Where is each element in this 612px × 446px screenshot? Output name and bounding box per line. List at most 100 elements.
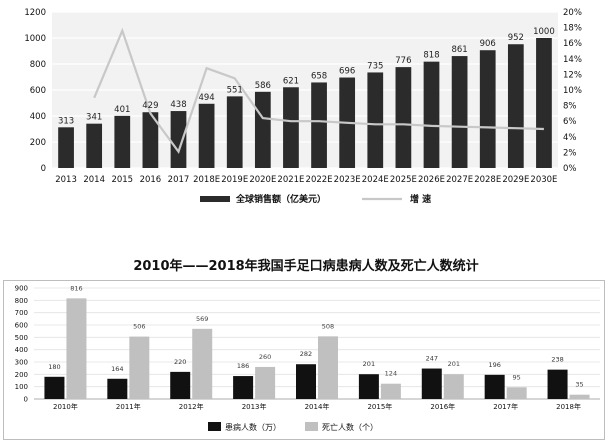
chart2-bar-cases — [296, 364, 316, 399]
chart1-data-label: 586 — [255, 81, 271, 91]
chart1-x-tick: 2019E — [221, 175, 248, 185]
chart2-x-tick: 2011年 — [116, 402, 141, 411]
chart1-x-tick: 2026E — [418, 175, 445, 185]
chart1-bar — [198, 103, 215, 168]
chart2-label-deaths: 95 — [513, 373, 521, 381]
chart1-y-right-tick: 10% — [563, 86, 582, 96]
chart1-bar — [226, 96, 243, 168]
chart2-label-cases: 186 — [237, 362, 249, 370]
chart1-data-label: 696 — [339, 67, 355, 77]
chart2-bar-deaths — [192, 328, 213, 399]
chart1-x-tick: 2023E — [334, 175, 361, 185]
chart1-y-left-tick: 400 — [30, 112, 46, 122]
chart1-x-tick: 2029E — [502, 175, 529, 185]
chart1-y-right-tick: 16% — [563, 39, 582, 49]
chart1-y-right-tick: 20% — [563, 8, 582, 18]
chart1-data-label: 861 — [451, 45, 467, 55]
chart2-legend-swatch-cases — [208, 422, 221, 431]
chart2-bar-cases — [170, 371, 191, 399]
chart2-x-tick: 2018年 — [556, 402, 581, 411]
chart2-x-tick: 2010年 — [53, 402, 78, 411]
chart1-bar — [58, 127, 74, 168]
chart2-bar-cases — [547, 369, 568, 399]
chart2-label-deaths: 201 — [448, 360, 460, 368]
chart1-bar — [254, 91, 271, 168]
chart1-bar — [283, 87, 299, 168]
chart1-data-label: 551 — [227, 85, 243, 95]
chart1-data-label: 776 — [395, 56, 411, 66]
chart1-data-label: 438 — [170, 100, 186, 110]
chart1-x-tick: 2018E — [193, 175, 220, 185]
chart2-y-tick: 400 — [15, 346, 28, 354]
chart1-data-label: 313 — [58, 116, 74, 126]
chart1-x-tick: 2021E — [277, 175, 304, 185]
chart1-data-label: 621 — [283, 76, 299, 86]
chart1-x-tick: 2020E — [249, 175, 276, 185]
chart1-bar — [311, 82, 327, 168]
chart1-data-label: 658 — [311, 71, 327, 81]
chart2-label-deaths: 508 — [322, 322, 334, 330]
chart1-bar — [536, 38, 552, 168]
chart1-x-tick: 2017 — [168, 175, 190, 185]
chart2-bar-deaths — [318, 336, 338, 399]
chart1-bar — [142, 112, 159, 168]
chart2-x-tick: 2017年 — [493, 402, 518, 411]
chart1-legend-swatch-sales — [200, 196, 230, 202]
chart2-y-tick: 800 — [15, 297, 28, 305]
chart1-data-label: 401 — [114, 105, 130, 115]
chart1-x-tick: 2025E — [390, 175, 417, 185]
chart2-label-deaths: 506 — [133, 323, 145, 331]
chart2-label-cases: 282 — [300, 350, 312, 358]
chart2-x-tick: 2015年 — [367, 402, 392, 411]
chart1-data-label: 952 — [508, 33, 524, 43]
chart2-label-deaths: 260 — [259, 353, 271, 361]
chart1-y-right-tick: 18% — [563, 24, 582, 34]
chart2-y-tick: 900 — [15, 285, 28, 293]
chart2-label-deaths: 816 — [70, 284, 82, 292]
chart2-legend-swatch-deaths — [305, 422, 318, 431]
chart2-bar-cases — [358, 374, 379, 399]
chart1-x-tick: 2015 — [111, 175, 133, 185]
chart2-title: 2010年——2018年我国手足口病患病人数及死亡人数统计 — [133, 258, 478, 274]
chart1-bar — [423, 61, 440, 168]
sales-growth-chart: 313 341 401 429 438 494 551 586 621 658 696 735 776 8… — [24, 8, 582, 205]
chart2-x-tick: 2014年 — [305, 402, 330, 411]
chart1-bar — [86, 123, 103, 168]
chart2-label-cases: 180 — [48, 363, 60, 371]
chart1-data-label: 494 — [198, 93, 214, 103]
chart2-bar-deaths — [506, 387, 527, 399]
chart2-label-cases: 201 — [363, 360, 375, 368]
chart1-x-tick: 2014 — [83, 175, 105, 185]
chart1-y-right-tick: 6% — [563, 117, 577, 127]
chart1-y-right-tick: 8% — [563, 102, 577, 112]
chart1-y-left-tick: 1000 — [24, 34, 46, 44]
chart1-y-left-tick: 800 — [30, 60, 46, 70]
chart1-bar — [114, 115, 131, 168]
chart2-y-tick: 0 — [24, 396, 28, 404]
chart1-data-label: 429 — [142, 101, 158, 111]
chart1-y-right-tick: 2% — [563, 148, 577, 158]
chart2-bar-cases — [44, 376, 65, 399]
chart1-x-tick: 2013 — [55, 175, 77, 185]
chart1-bar — [395, 67, 412, 168]
chart2-label-cases: 220 — [174, 358, 186, 366]
chart1-x-tick: 2027E — [446, 175, 473, 185]
chart2-bar-cases — [421, 368, 442, 399]
chart2-label-cases: 164 — [111, 365, 123, 373]
chart1-data-label: 818 — [423, 51, 439, 61]
hfmd-statistics-chart: 2010年——2018年我国手足口病患病人数及死亡人数统计 180 816 164 5… — [15, 258, 600, 432]
chart1-x-tick: 2022E — [306, 175, 333, 185]
chart2-label-deaths: 35 — [575, 381, 583, 389]
chart1-x-tick: 2028E — [474, 175, 501, 185]
chart1-data-label: 1000 — [533, 27, 555, 37]
chart2-label-deaths: 569 — [196, 315, 208, 323]
chart2-y-tick: 700 — [15, 309, 28, 317]
chart2-bar-cases — [107, 378, 128, 399]
chart2-label-cases: 196 — [488, 361, 500, 369]
chart2-label-deaths: 124 — [385, 370, 397, 378]
chart2-bar-cases — [233, 376, 254, 399]
chart2-y-tick: 300 — [15, 359, 28, 367]
chart1-bar — [451, 56, 468, 168]
chart1-y-left-tick: 1200 — [24, 8, 46, 18]
